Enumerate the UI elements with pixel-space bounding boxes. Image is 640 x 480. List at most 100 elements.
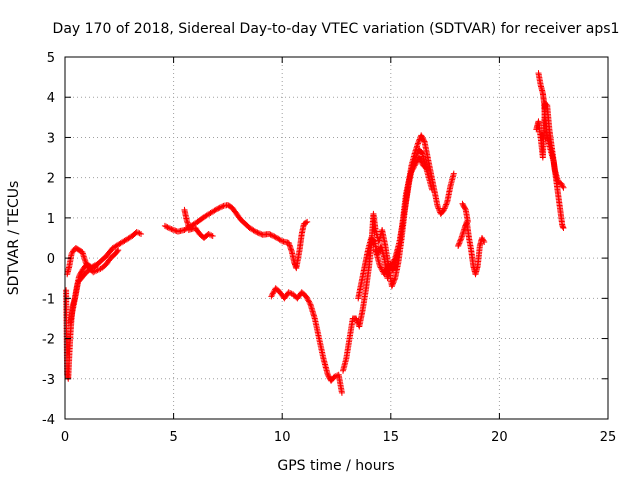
data-point: [305, 297, 312, 304]
data-point: [408, 169, 415, 176]
data-point: [133, 228, 140, 235]
data-point: [208, 232, 215, 239]
data-point: [455, 243, 462, 250]
data-point: [205, 230, 212, 237]
x-axis-title: GPS time / hours: [277, 458, 394, 474]
data-point: [216, 204, 223, 211]
data-point: [185, 223, 192, 230]
y-tick-label: 5: [47, 51, 55, 66]
y-tick-label: 4: [47, 91, 55, 106]
data-point: [543, 101, 550, 108]
data-point: [389, 280, 396, 287]
data-point: [417, 157, 424, 164]
data-point: [206, 231, 213, 238]
data-point: [383, 265, 390, 272]
x-tick-label: 5: [169, 430, 177, 445]
data-point: [381, 271, 388, 278]
x-tick-label: 10: [274, 430, 291, 445]
data-point: [381, 269, 388, 276]
data-point: [435, 204, 442, 211]
data-point: [435, 205, 442, 212]
data-point: [424, 166, 431, 173]
data-point: [167, 225, 174, 232]
data-point: [161, 222, 168, 229]
data-point: [370, 238, 377, 245]
data-point: [420, 137, 427, 144]
data-point: [443, 200, 450, 207]
data-point: [413, 159, 420, 166]
data-point: [416, 137, 423, 144]
data-point: [481, 239, 488, 246]
data-point: [560, 224, 567, 231]
data-point: [462, 205, 469, 212]
data-point: [165, 224, 172, 231]
data-point: [434, 202, 441, 209]
data-point: [415, 139, 422, 146]
data-point: [271, 233, 278, 240]
data-point: [418, 149, 425, 156]
data-point: [479, 236, 486, 243]
data-point: [96, 266, 103, 273]
data-point: [410, 165, 417, 172]
data-point: [91, 262, 98, 269]
data-point: [253, 228, 260, 235]
data-point: [219, 203, 226, 210]
data-point: [559, 182, 566, 189]
data-point: [408, 167, 415, 174]
y-tick-label: -1: [42, 292, 55, 307]
data-point: [391, 276, 398, 283]
data-point: [559, 183, 566, 190]
y-tick-label: -4: [42, 413, 55, 428]
grid: [65, 57, 608, 419]
data-point: [416, 154, 423, 161]
data-point: [269, 291, 276, 298]
x-tick-label: 20: [491, 430, 508, 445]
data-point: [443, 201, 450, 208]
data-point: [93, 267, 100, 274]
data-point: [136, 230, 143, 237]
data-point: [390, 279, 397, 286]
data-point: [304, 218, 311, 225]
data-point: [338, 389, 345, 396]
data-point: [377, 264, 384, 271]
data-point: [416, 155, 423, 162]
data-point: [442, 202, 449, 209]
data-point: [450, 170, 457, 177]
x-tick-label: 15: [383, 430, 400, 445]
data-point: [560, 184, 567, 191]
data-point: [138, 230, 145, 237]
data-point: [90, 269, 97, 276]
data-point: [442, 204, 449, 211]
data-point: [114, 248, 121, 255]
data-point: [215, 205, 222, 212]
data-point: [391, 277, 398, 284]
data-point: [455, 241, 462, 248]
data-point: [411, 162, 418, 169]
data-point: [378, 265, 385, 272]
data-point: [409, 166, 416, 173]
data-point: [209, 232, 216, 239]
data-point: [303, 219, 310, 226]
data-point: [412, 161, 419, 168]
data-point: [251, 228, 258, 235]
data-point: [257, 230, 264, 237]
data-point: [388, 283, 395, 290]
plot-frame: [64, 56, 609, 420]
data-point: [376, 263, 383, 270]
data-points: [63, 70, 567, 396]
data-point: [163, 223, 170, 230]
data-point: [457, 236, 464, 243]
data-point: [164, 224, 171, 231]
data-point: [423, 165, 430, 172]
data-point: [267, 231, 274, 238]
data-point: [287, 289, 294, 296]
data-point: [69, 249, 76, 256]
x-tick-label: 25: [600, 430, 617, 445]
data-point: [94, 267, 101, 274]
y-axis-title: SDTVAR / TECUs: [6, 181, 22, 296]
data-point: [479, 235, 486, 241]
data-point: [418, 159, 425, 166]
data-point: [414, 140, 421, 147]
data-point: [91, 268, 98, 275]
